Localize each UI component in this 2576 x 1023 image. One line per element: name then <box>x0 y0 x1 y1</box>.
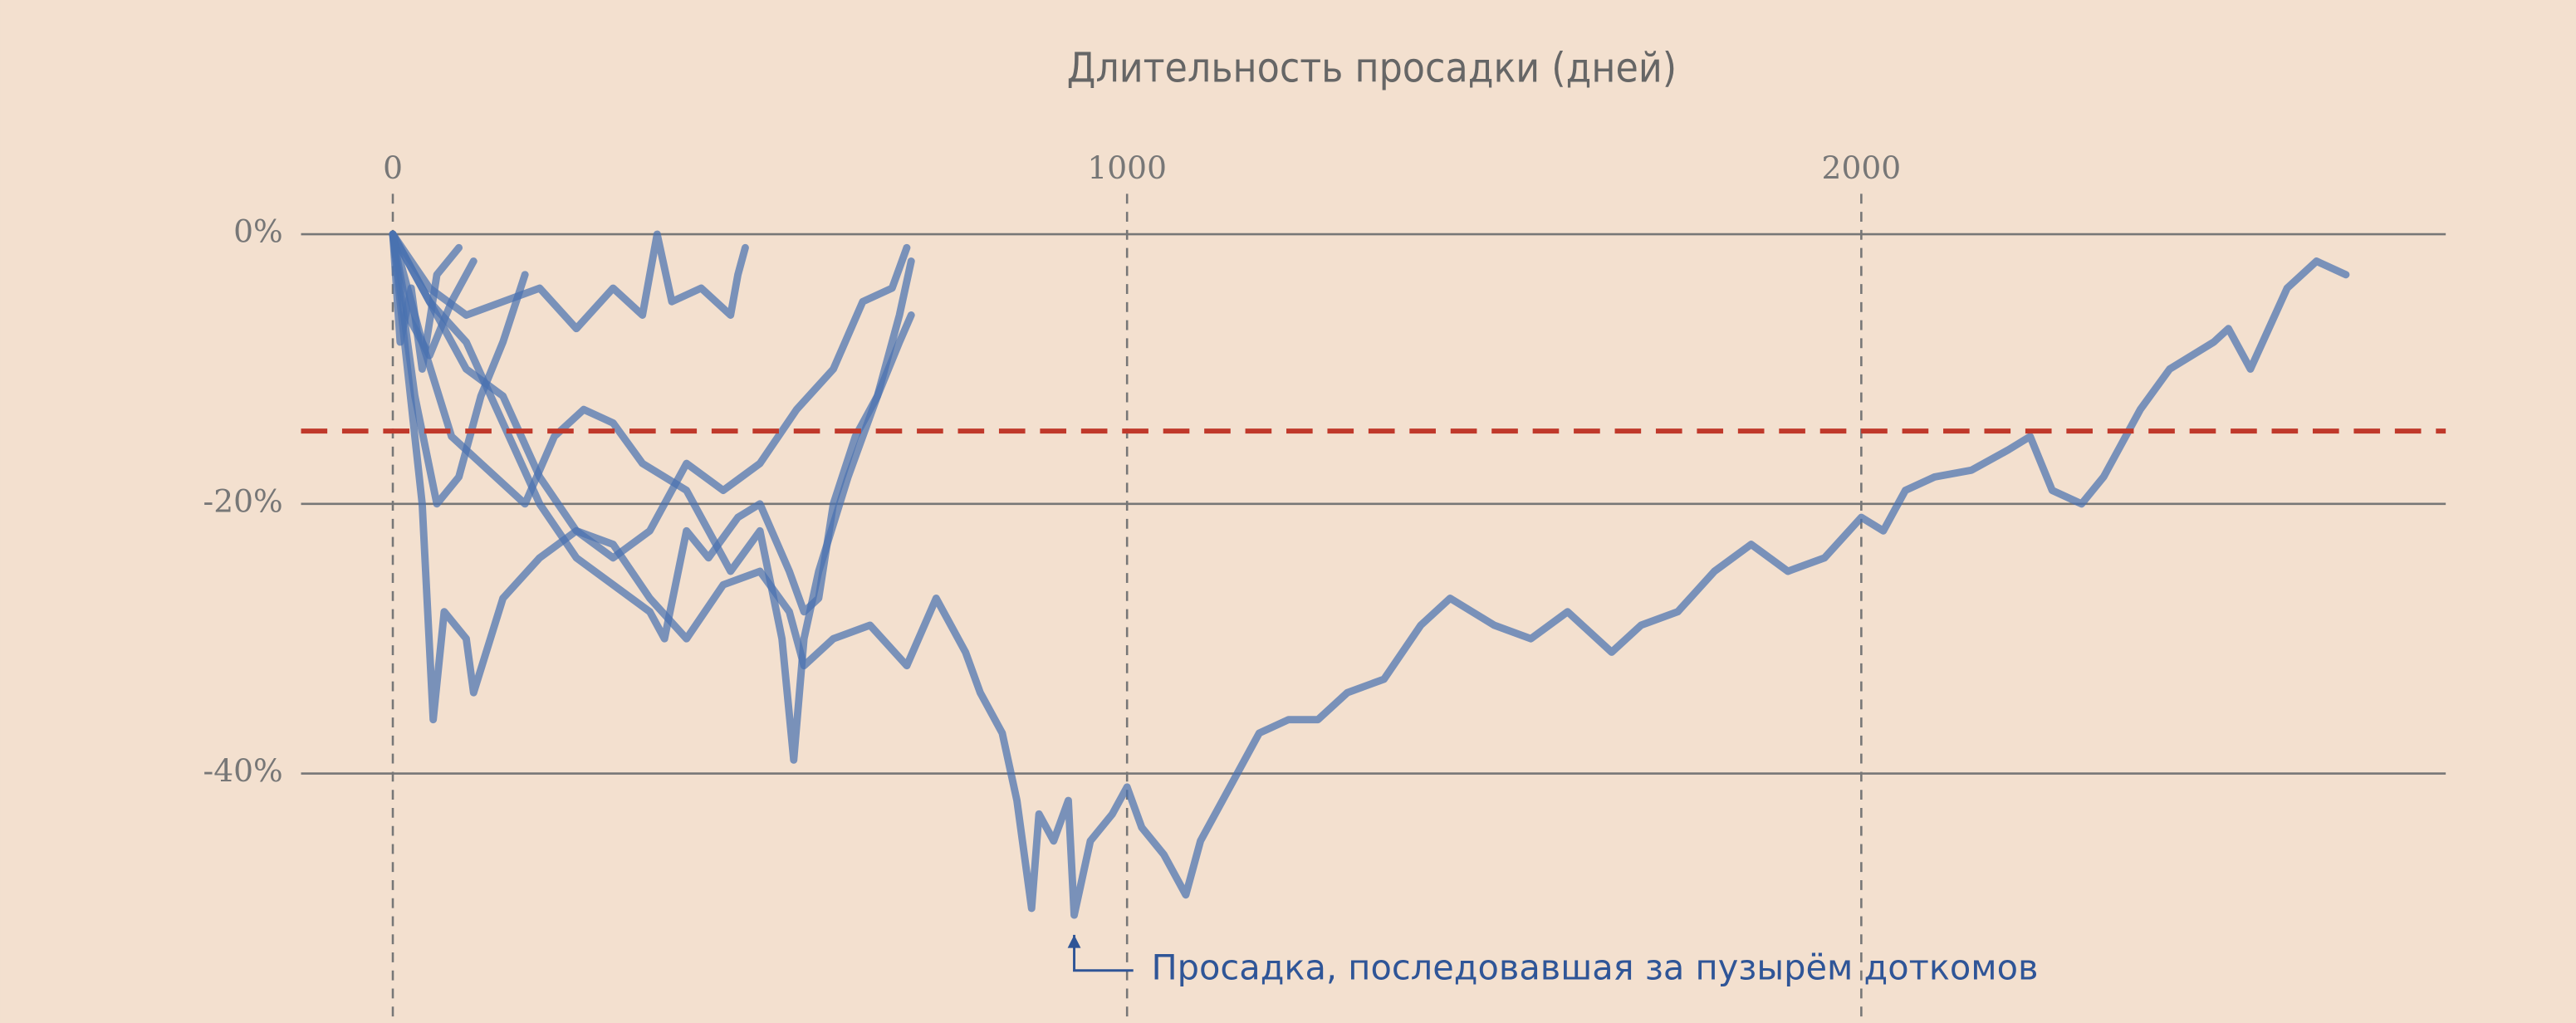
drawdown-line <box>389 230 463 373</box>
x-tick-label: 0 <box>383 149 403 186</box>
drawdown-line <box>389 230 911 724</box>
chart-title: Длительность просадки (дней) <box>1067 44 1677 92</box>
drawdown-line <box>389 230 2350 919</box>
y-tick-label: -40% <box>203 752 283 789</box>
drawdown-line <box>389 230 915 764</box>
drawdown-line <box>389 230 915 643</box>
x-tick-label: 2000 <box>1822 149 1902 186</box>
drawdown-line <box>389 230 749 333</box>
drawdown-line <box>389 230 529 508</box>
drawdown-line <box>389 230 477 360</box>
y-tick-label: -20% <box>203 482 283 519</box>
y-tick-label: 0% <box>233 213 283 250</box>
annotation: Просадка, последовавшая за пузырём дотко… <box>1151 947 2038 988</box>
x-tick-label: 1000 <box>1087 149 1167 186</box>
annotation-arrowhead <box>1067 934 1081 948</box>
